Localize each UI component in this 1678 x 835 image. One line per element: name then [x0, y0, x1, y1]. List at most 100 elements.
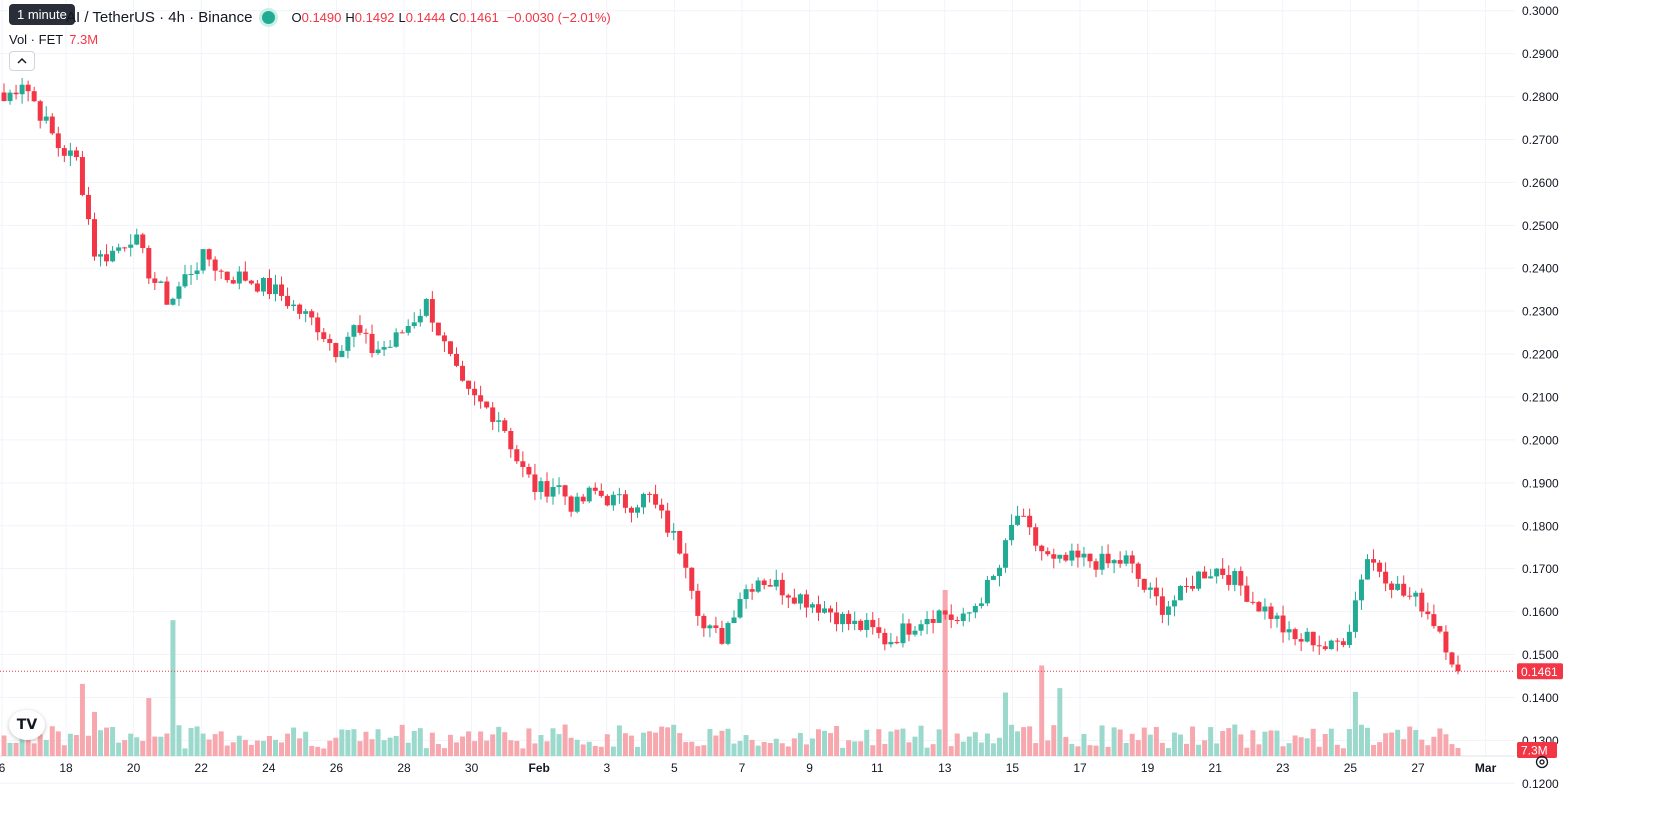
volume-bar	[266, 735, 272, 756]
volume-bar	[496, 726, 502, 756]
volume-bar	[900, 728, 906, 756]
settings-gear-icon[interactable]	[1534, 754, 1550, 770]
volume-bar	[580, 744, 586, 756]
candle-body	[1135, 563, 1141, 579]
x-tick-label: 6	[0, 761, 6, 775]
volume-bar	[1407, 726, 1413, 756]
candle-body	[375, 349, 381, 354]
volume-bar	[822, 730, 828, 756]
candle-body	[1214, 568, 1220, 577]
candle-body	[266, 277, 272, 295]
x-tick-label: 19	[1141, 761, 1155, 775]
candle-body	[128, 244, 134, 248]
volume-bar	[260, 740, 266, 756]
volume-bar	[1111, 727, 1117, 756]
candle-body	[1346, 631, 1352, 645]
symbol-title[interactable]: AI / TetherUS · 4h · Binance	[66, 8, 253, 26]
volume-bar	[852, 741, 858, 756]
candle-body	[1431, 614, 1437, 627]
candle-body	[502, 420, 508, 432]
y-tick-label: 0.1600	[1522, 605, 1559, 619]
volume-bar	[996, 737, 1002, 756]
volume-bar	[1075, 746, 1081, 756]
candle-body	[556, 485, 562, 488]
volume-bar	[1177, 734, 1183, 756]
candle-body	[1437, 626, 1443, 632]
volume-bar	[1081, 733, 1087, 756]
candle-body	[357, 325, 363, 333]
candle-body	[966, 612, 972, 614]
volume-bar	[1256, 744, 1262, 756]
candle-body	[466, 380, 472, 389]
volume-bar	[828, 733, 834, 756]
candle-body	[538, 481, 544, 492]
candle-body	[1027, 515, 1033, 528]
candle-body	[562, 485, 568, 497]
price-change: −0.0030 (−2.01%)	[506, 9, 611, 25]
candle-body	[170, 298, 176, 305]
volume-bar	[206, 739, 212, 756]
candle-body	[110, 250, 116, 262]
collapse-legend-button[interactable]	[9, 51, 35, 71]
chevron-up-icon	[17, 57, 27, 64]
candle-body	[333, 343, 339, 358]
last-price-badge	[1517, 663, 1563, 680]
candle-body	[984, 579, 990, 604]
volume-bar	[357, 741, 363, 756]
volume-bar	[876, 729, 882, 756]
symbol-header: AI / TetherUS · 4h · Binance O 0.1490 H 0.…	[66, 6, 611, 28]
candle-body	[49, 116, 55, 134]
volume-bar	[248, 744, 254, 756]
volume-bar	[1431, 736, 1437, 756]
volume-bar	[170, 620, 176, 756]
candle-body	[761, 580, 767, 586]
volume-bar	[809, 738, 815, 756]
volume-bar	[1087, 745, 1093, 756]
volume-bar	[122, 740, 128, 756]
volume-bar	[1045, 740, 1051, 756]
candle-body	[1419, 592, 1425, 612]
candle-body	[1383, 571, 1389, 584]
last-volume-label: 7.3M	[1521, 744, 1548, 758]
volume-bar	[423, 748, 429, 756]
volume-bar	[713, 735, 719, 756]
candle-body	[254, 283, 260, 292]
candle-body	[369, 333, 375, 354]
candle-body	[472, 388, 478, 396]
candle-body	[900, 623, 906, 644]
volume-bar	[972, 732, 978, 756]
y-tick-label: 0.1700	[1522, 562, 1559, 576]
candle-body	[942, 610, 948, 615]
candle-body	[1226, 575, 1232, 585]
candle-body	[1087, 553, 1093, 562]
candle-body	[1455, 664, 1461, 672]
candle-body	[1147, 587, 1153, 590]
y-tick-label: 0.2200	[1522, 348, 1559, 362]
candle-body	[1081, 553, 1087, 558]
candle-body	[574, 496, 580, 512]
interval-tooltip: 1 minute	[9, 4, 75, 25]
volume-bar	[616, 725, 622, 756]
candle-body	[182, 274, 188, 287]
y-tick-label: 0.1400	[1522, 691, 1559, 705]
volume-bar	[1226, 728, 1232, 756]
candle-body	[218, 270, 224, 272]
candle-body	[224, 271, 230, 281]
candle-body	[1443, 631, 1449, 653]
volume-bar	[339, 729, 345, 756]
volume-bar	[1057, 688, 1063, 756]
candle-body	[1171, 600, 1177, 607]
tradingview-logo[interactable]: TV	[9, 710, 45, 740]
candle-body	[1220, 568, 1226, 576]
volume-label: Vol · FET	[9, 32, 64, 47]
volume-bar	[737, 740, 743, 756]
volume-bar	[447, 734, 453, 756]
candle-body	[930, 619, 936, 623]
candle-body	[1111, 560, 1117, 564]
candle-body	[1328, 640, 1334, 650]
volume-bar	[31, 743, 37, 756]
candle-body	[381, 347, 387, 350]
volume-bar	[25, 729, 31, 756]
volume-bar	[218, 731, 224, 756]
